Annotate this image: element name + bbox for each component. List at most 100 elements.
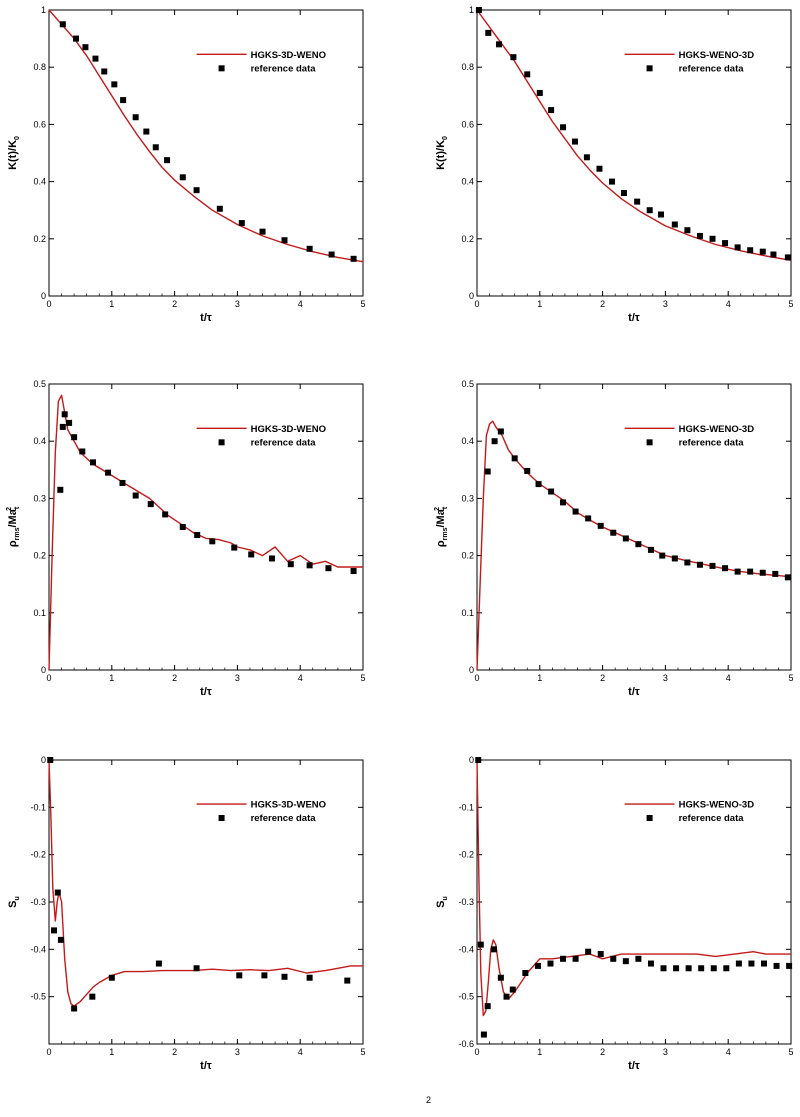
reference-data-point [248,551,255,558]
reference-data-point [585,515,592,522]
reference-data-point [328,251,335,258]
reference-data-point [547,960,554,967]
reference-data-point [770,251,777,258]
x-tick-label: 1 [537,1047,542,1057]
reference-data-point [760,960,767,967]
y-tick-label: -0.3 [30,897,46,907]
y-tick-label: 0.4 [33,436,46,446]
reference-data-point [610,529,617,536]
x-tick-label: 4 [298,673,303,683]
reference-data-point [92,55,99,62]
x-tick-label: 3 [235,299,240,309]
chart-panel-3: 0 1 2 3 4 5 0 0.1 0.2 0.3 0.4 0.5 t/τ ρrms/Mat2 HGKS-3… [6,379,366,698]
reference-data-point [325,565,332,572]
chart-panel-2: 0 1 2 3 4 5 0 0.2 0.4 0.6 0.8 1 t/τ K(t)/K0 HGKS-WENO-… [435,5,794,324]
y-tick-label: -0.2 [30,850,46,860]
reference-data-point [82,44,89,51]
reference-data-point [306,245,313,252]
reference-data-point [503,993,510,1000]
reference-data-point [216,205,223,212]
reference-data-point [671,221,678,228]
x-axis-label: t/τ [628,686,640,698]
reference-data-point [560,955,567,962]
reference-data-point [659,552,666,559]
reference-data-point [119,479,126,486]
reference-data-point [734,568,741,575]
reference-data-point [722,565,729,572]
x-tick-label: 3 [235,1047,240,1057]
legend-label-reference: reference data [679,813,745,824]
y-tick-label: -0.1 [458,802,474,812]
reference-data-point [635,541,642,548]
x-tick-label: 5 [360,299,365,309]
y-tick-label: 0.8 [461,62,474,72]
reference-data-point [759,569,766,576]
y-tick-label: 0 [41,291,46,301]
reference-data-point [54,889,61,896]
legend-label-simulation: HGKS-3D-WENO [251,50,326,61]
reference-data-point [194,532,201,539]
reference-data-point [120,97,127,104]
y-tick-label: -0.6 [458,1039,474,1049]
reference-data-point [660,965,667,972]
series-line-simulation [48,9,364,263]
reference-data-point [485,29,492,36]
reference-data-point [132,114,139,121]
legend-label-reference: reference data [679,437,745,448]
x-axis-label: t/τ [200,1060,212,1072]
reference-data-point [495,41,502,48]
x-tick-label: 0 [474,673,479,683]
x-tick-label: 0 [474,1047,479,1057]
reference-data-point [259,228,266,235]
reference-data-point [51,927,58,934]
reference-data-point [193,187,200,194]
reference-data-point [306,562,313,569]
y-tick-label: 0.3 [461,493,474,503]
chart-panel-6: 0 1 2 3 4 5 -0.6 -0.5 -0.4 -0.3 -0.2 -0.1 0 t/τ Su HGKS… [435,755,794,1072]
reference-data-point [597,522,604,529]
y-axis-label: Su [7,896,21,908]
reference-data-point [490,946,497,953]
x-tick-label: 3 [663,673,668,683]
y-tick-label: 0.5 [33,379,46,389]
reference-data-point [509,986,516,993]
x-tick-label: 0 [474,299,479,309]
reference-data-point [524,71,531,78]
legend-label-reference: reference data [679,63,745,74]
series-line-simulation [476,420,792,671]
x-tick-label: 5 [360,1047,365,1057]
x-tick-label: 1 [537,299,542,309]
x-tick-label: 2 [172,673,177,683]
plot-frame [476,9,792,297]
reference-data-point [510,54,517,61]
reference-data-point [152,144,159,151]
reference-data-point [773,962,780,969]
x-tick-label: 1 [109,1047,114,1057]
series-line-simulation [48,759,363,1007]
reference-data-point [79,448,86,455]
y-tick-label: 0 [41,665,46,675]
y-tick-label: 0.2 [461,551,474,561]
y-tick-label: 0.2 [33,551,46,561]
reference-data-point [747,568,754,575]
reference-data-point [497,974,504,981]
legend-marker-swatch [218,439,225,446]
reference-data-point [784,254,791,261]
reference-data-point [560,124,567,131]
reference-data-point [609,178,616,185]
series-line-simulation [476,9,792,261]
x-tick-label: 4 [726,673,731,683]
y-tick-label: 0.2 [461,234,474,244]
reference-data-point [572,508,579,515]
reference-data-point [696,232,703,239]
reference-data-point [193,965,200,972]
reference-data-point [179,524,186,530]
reference-data-point [61,411,68,418]
y-tick-label: 0.4 [461,177,474,187]
plot-frame [48,383,364,671]
reference-data-point [287,561,294,568]
legend-label-reference: reference data [251,437,317,448]
x-tick-label: 4 [298,1047,303,1057]
y-tick-label: 0 [469,291,474,301]
